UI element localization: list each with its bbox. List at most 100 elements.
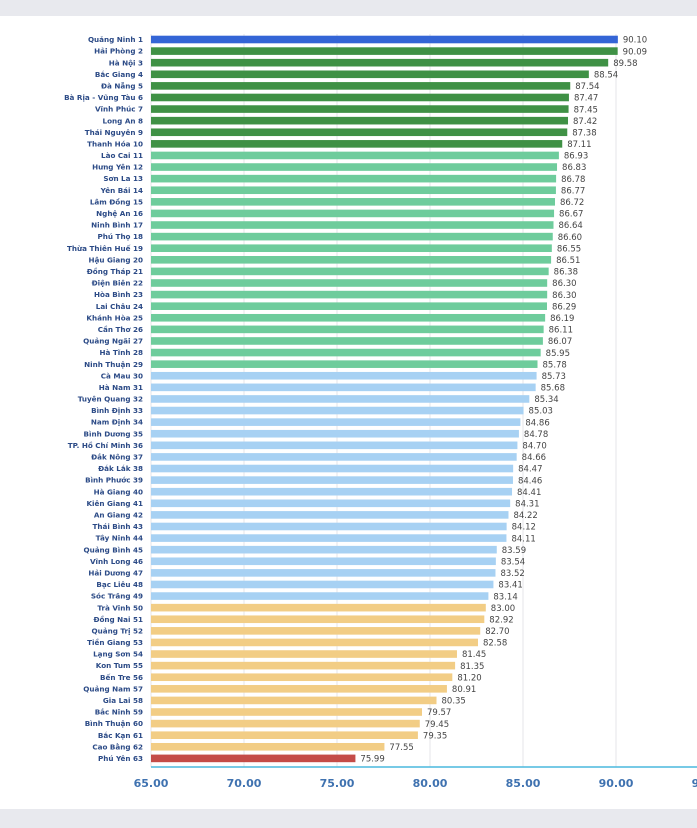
bar: [151, 221, 554, 229]
bar: [151, 360, 538, 368]
value-label: 82.58: [483, 639, 507, 649]
value-label: 87.42: [573, 117, 597, 127]
value-label: 84.86: [525, 418, 549, 428]
bar-layer: [151, 35, 618, 763]
bar: [151, 267, 549, 276]
x-tick-label: 95.00: [692, 777, 697, 790]
value-label: 80.35: [442, 697, 466, 707]
value-label: 86.64: [559, 221, 583, 231]
category-label: Hưng Yên 12: [92, 163, 143, 172]
category-label: Bắc Kạn 61: [98, 731, 143, 740]
category-label: Lâm Đồng 15: [90, 197, 143, 206]
value-label: 86.30: [552, 279, 576, 289]
bar: [151, 464, 514, 473]
bar: [151, 522, 507, 531]
bar: [151, 163, 558, 171]
bar: [151, 383, 536, 392]
bar: [151, 569, 496, 577]
category-label: Tây Ninh 44: [96, 534, 143, 543]
category-label: Hải Dương 47: [88, 568, 143, 577]
category-label: Cần Thơ 26: [98, 325, 143, 334]
value-label: 84.78: [524, 430, 548, 440]
category-label: Ninh Bình 17: [91, 221, 143, 230]
bar: [151, 592, 489, 600]
value-label: 82.92: [489, 615, 513, 625]
category-label: Trà Vinh 50: [97, 603, 143, 612]
value-label: 84.22: [513, 511, 537, 521]
category-label: Sơn La 13: [103, 174, 143, 183]
value-label: 81.20: [457, 673, 481, 683]
bar: [151, 499, 511, 508]
category-label: Bình Phước 39: [85, 476, 143, 485]
value-label: 86.51: [556, 256, 580, 266]
bar: [151, 545, 497, 554]
value-label: 87.47: [574, 94, 598, 104]
category-label: Kiên Giang 41: [86, 499, 143, 508]
value-label: 84.11: [511, 534, 535, 544]
bar: [151, 395, 530, 403]
x-tick-label: 80.00: [413, 777, 448, 790]
bar: [151, 325, 544, 334]
bar: [151, 47, 618, 55]
value-label: 86.11: [549, 326, 573, 336]
bar: [151, 453, 517, 461]
value-label: 86.19: [550, 314, 574, 324]
category-label: Quảng Ngãi 27: [83, 337, 143, 346]
bar: [151, 650, 457, 658]
value-label: 87.54: [575, 82, 599, 92]
category-label: Đắk Lắk 38: [98, 464, 143, 473]
value-label: 86.07: [548, 337, 572, 347]
value-label: 84.12: [512, 523, 536, 533]
value-label: 83.52: [500, 569, 524, 579]
label-layer: Quảng Ninh 1 90.10 Hải Phòng 2 90.09 Hà Nội …: [64, 35, 647, 764]
x-tick-label: 85.00: [506, 777, 541, 790]
category-label: Hà Nội 3: [109, 58, 143, 67]
category-label: Ninh Thuận 29: [84, 360, 143, 369]
value-label: 87.45: [574, 105, 598, 115]
category-label: Bắc Ninh 59: [95, 708, 143, 717]
category-label: Bắc Giang 4: [95, 70, 143, 79]
bar: [151, 731, 418, 739]
bar: [151, 290, 548, 299]
value-label: 90.10: [623, 36, 647, 46]
value-label: 79.35: [423, 731, 447, 741]
value-label: 84.46: [518, 476, 542, 486]
category-label: Phú Thọ 18: [98, 232, 143, 241]
value-label: 83.41: [498, 581, 522, 591]
category-label: Hòa Bình 23: [94, 290, 143, 299]
bar: [151, 429, 519, 438]
category-label: Bến Tre 56: [100, 673, 143, 682]
category-label: Bình Định 33: [91, 406, 143, 415]
bar: [151, 232, 553, 241]
bar: [151, 754, 356, 763]
bar: [151, 58, 609, 67]
value-label: 83.14: [493, 592, 517, 602]
category-label: Thái Nguyên 9: [85, 128, 143, 137]
value-label: 79.57: [427, 708, 451, 718]
bar: [151, 742, 385, 751]
category-label: Hà Tĩnh 28: [100, 348, 143, 357]
bar: [151, 638, 478, 647]
bar: [151, 209, 555, 218]
category-label: Vĩnh Long 46: [90, 557, 143, 566]
category-label: Tiền Giang 53: [87, 638, 143, 647]
value-label: 85.03: [529, 407, 553, 417]
value-label: 86.83: [562, 163, 586, 173]
category-label: Cà Mau 30: [101, 371, 143, 380]
category-label: Đồng Nai 51: [93, 615, 143, 624]
bar: [151, 105, 569, 113]
bar: [151, 279, 548, 287]
bar: [151, 186, 556, 195]
x-tick-label: 70.00: [227, 777, 262, 790]
category-label: Thừa Thiên Huế 19: [67, 244, 143, 253]
value-label: 83.00: [491, 604, 515, 614]
category-label: An Giang 42: [94, 510, 143, 519]
bar: [151, 719, 420, 728]
value-label: 75.99: [360, 755, 384, 765]
category-label: Nghệ An 16: [96, 209, 143, 218]
bar: [151, 441, 518, 450]
bar: [151, 406, 524, 415]
value-label: 87.11: [567, 140, 591, 150]
category-label: Bà Rịa - Vũng Tàu 6: [64, 93, 143, 102]
bar: [151, 70, 589, 79]
